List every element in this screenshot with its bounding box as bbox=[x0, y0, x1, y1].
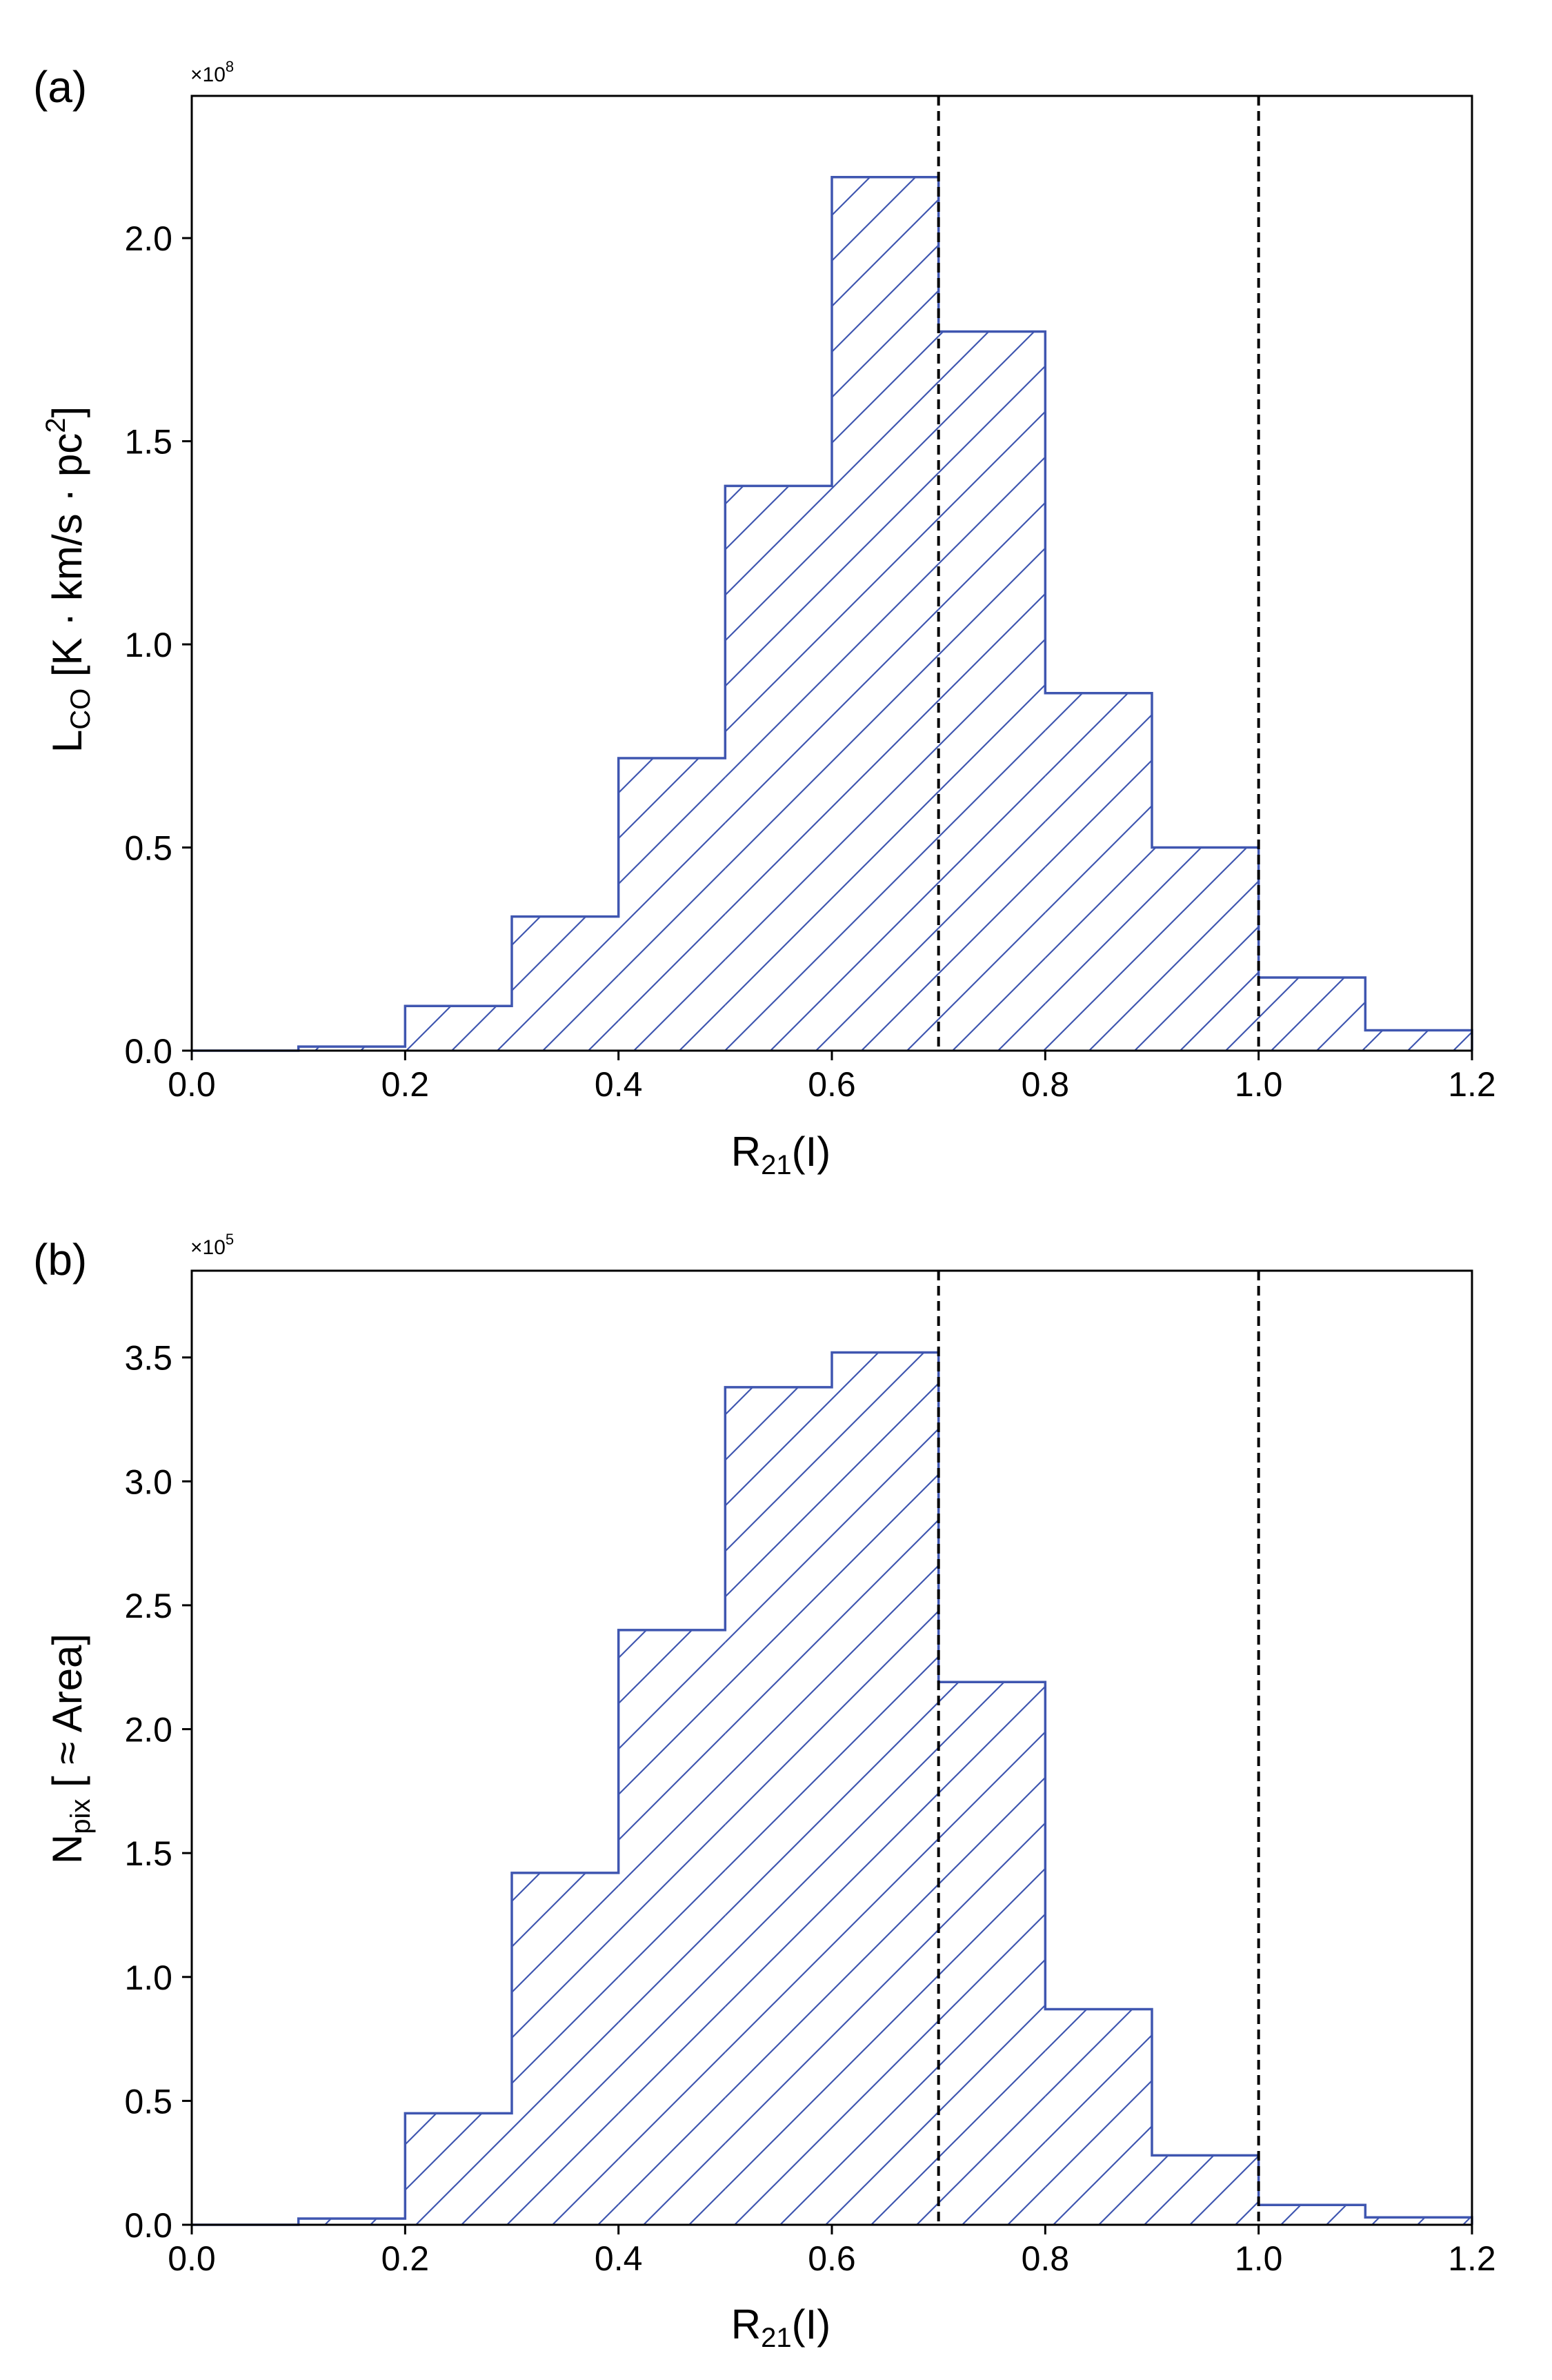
panel-b-bar-11 bbox=[1365, 2217, 1472, 2225]
panel-a-bar-7 bbox=[938, 331, 1046, 1051]
panel-b-bar-6 bbox=[832, 1352, 939, 2225]
panel-a-y-tick-label: 0.5 bbox=[124, 829, 172, 868]
panel-a-x-ticks: 0.0 0.2 0.4 0.6 0.8 1.0 1.2 bbox=[168, 1051, 1496, 1104]
panel-b-x-tick-label: 0.6 bbox=[808, 2239, 856, 2278]
panel-a-x-tick-label: 0.6 bbox=[808, 1065, 856, 1104]
panel-a-bar-5 bbox=[725, 486, 832, 1051]
panel-a-label: (a) bbox=[33, 62, 87, 112]
panel-b-bar-9 bbox=[1152, 2155, 1259, 2225]
panel-b-reference-lines bbox=[937, 1271, 1260, 2225]
panel-b-x-tick-label: 0.2 bbox=[381, 2239, 430, 2278]
panel-b-x-tick-label: 0.0 bbox=[168, 2239, 216, 2278]
panel-a-x-tick-label: 0.2 bbox=[381, 1065, 430, 1104]
panel-b-bar-7 bbox=[938, 1682, 1046, 2225]
panel-a-y-axis-label: LCO [K · km/s · pc2] bbox=[41, 406, 96, 753]
panel-b-x-axis-label: R21(I) bbox=[731, 2301, 830, 2353]
panel-a-y-tick-label: 2.0 bbox=[124, 219, 172, 258]
panel-b-x-ticks: 0.0 0.2 0.4 0.6 0.8 1.0 1.2 bbox=[168, 2225, 1496, 2278]
panel-a-bar-9 bbox=[1152, 847, 1259, 1051]
panel-b-bar-4 bbox=[618, 1629, 726, 2225]
panel-b-x-tick-label: 0.4 bbox=[595, 2239, 643, 2278]
panel-b-bar-3 bbox=[512, 1872, 619, 2225]
panel-a-y-ticks: 0.0 0.5 1.0 1.5 2.0 bbox=[124, 219, 192, 1071]
panel-a: (a) ×108 0.0 0.2 0.4 0.6 0.8 1.0 1.2 0.0 0.5 1.0… bbox=[33, 58, 1496, 1180]
panel-b-x-tick-label: 0.8 bbox=[1022, 2239, 1070, 2278]
panel-b-bar-8 bbox=[1045, 2009, 1152, 2225]
panel-b-y-tick-label: 2.5 bbox=[124, 1587, 172, 1625]
panel-b-x-tick-label: 1.0 bbox=[1235, 2239, 1283, 2278]
panel-a-bar-2 bbox=[405, 1006, 512, 1051]
panel-a-y-tick-label: 0.0 bbox=[124, 1032, 172, 1071]
panel-b-y-tick-label: 0.5 bbox=[124, 2082, 172, 2121]
panel-a-x-tick-label: 0.4 bbox=[595, 1065, 643, 1104]
panel-a-x-tick-label: 1.0 bbox=[1235, 1065, 1283, 1104]
panel-a-bars bbox=[298, 177, 1472, 1051]
panel-a-bar-6 bbox=[832, 177, 939, 1051]
panel-a-x-axis-label: R21(I) bbox=[731, 1129, 830, 1180]
panel-a-bar-3 bbox=[512, 916, 619, 1051]
panel-a-bar-10 bbox=[1258, 977, 1366, 1051]
panel-b-y-ticks: 0.0 0.5 1.0 1.5 2.0 2.5 3.0 3.5 bbox=[124, 1339, 192, 2245]
panel-b-y-tick-label: 2.0 bbox=[124, 1711, 172, 1749]
panel-b-bar-5 bbox=[725, 1387, 832, 2225]
panel-a-bar-8 bbox=[1045, 693, 1152, 1051]
panel-b-y-tick-label: 1.0 bbox=[124, 1958, 172, 1997]
panel-b-y-tick-label: 3.5 bbox=[124, 1339, 172, 1378]
panel-b: (b) ×105 0.0 0.2 0.4 0.6 0.8 1.0 1.2 0.0 0.5 1.0… bbox=[33, 1231, 1496, 2353]
panel-b-y-tick-label: 1.5 bbox=[124, 1834, 172, 1873]
panel-a-y-tick-label: 1.0 bbox=[124, 626, 172, 664]
panel-b-label: (b) bbox=[33, 1235, 87, 1285]
panel-b-y-axis-label: Npix [ ≈ Area] bbox=[44, 1634, 96, 1864]
panel-b-y-tick-label: 0.0 bbox=[124, 2206, 172, 2245]
panel-b-bars bbox=[298, 1352, 1472, 2225]
panel-a-bar-11 bbox=[1365, 1030, 1472, 1051]
panel-b-y-tick-label: 3.0 bbox=[124, 1462, 172, 1501]
panel-a-bar-4 bbox=[618, 757, 726, 1051]
panel-b-bar-10 bbox=[1258, 2205, 1366, 2225]
panel-b-offset-text: ×105 bbox=[190, 1231, 234, 1259]
panel-a-x-tick-label: 0.8 bbox=[1022, 1065, 1070, 1104]
panel-a-offset-text: ×108 bbox=[190, 58, 234, 86]
panel-b-bar-2 bbox=[405, 2113, 512, 2225]
panel-a-x-tick-label: 0.0 bbox=[168, 1065, 216, 1104]
panel-a-y-tick-label: 1.5 bbox=[124, 423, 172, 462]
panel-a-reference-lines bbox=[937, 96, 1260, 1051]
panel-b-bar-1 bbox=[298, 2219, 406, 2225]
panel-a-bar-1 bbox=[298, 1047, 406, 1051]
panel-b-x-tick-label: 1.2 bbox=[1448, 2239, 1496, 2278]
panel-a-x-tick-label: 1.2 bbox=[1448, 1065, 1496, 1104]
